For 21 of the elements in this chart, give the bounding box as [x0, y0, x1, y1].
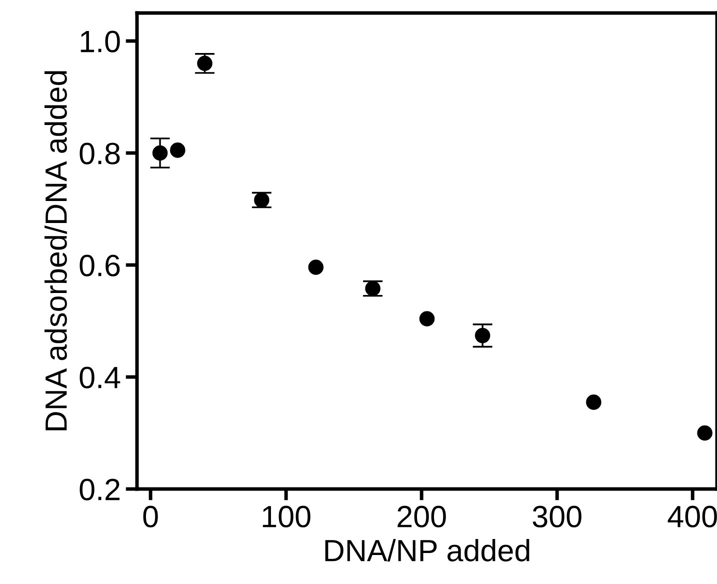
point	[697, 425, 712, 441]
point	[152, 145, 168, 161]
y-tick-label: 1.0	[80, 30, 120, 52]
x-axis-title: DNA/NP added	[325, 539, 530, 562]
point	[254, 192, 270, 208]
point	[170, 142, 186, 158]
y-tick-label: 0.4	[80, 366, 120, 388]
x-tick-label: 400	[668, 506, 717, 528]
point	[586, 394, 602, 410]
point	[308, 260, 324, 275]
point	[474, 328, 490, 344]
y-axis-title: DNA adsorbed/DNA added	[44, 71, 67, 430]
y-tick-label: 0.8	[80, 142, 120, 164]
point	[419, 311, 435, 326]
x-tick-label: 100	[262, 506, 310, 528]
x-tick-label: 200	[398, 506, 446, 528]
y-tick-label: 0.2	[80, 478, 120, 500]
x-tick-label: 0	[143, 506, 158, 528]
x-tick-label: 300	[532, 506, 582, 528]
point	[365, 280, 380, 296]
y-tick-label: 0.6	[80, 254, 120, 276]
